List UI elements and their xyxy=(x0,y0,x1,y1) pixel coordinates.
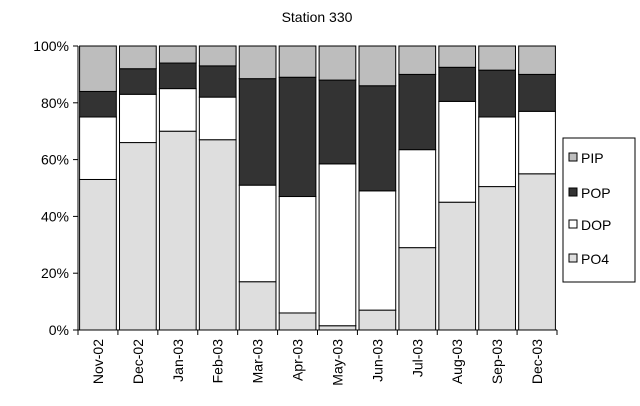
bar-pip-apr-03 xyxy=(278,45,317,78)
bar-po4-may-03 xyxy=(318,325,357,331)
bar-dop-dec-02 xyxy=(119,93,157,144)
bar-dop-dec-03 xyxy=(518,110,556,175)
y-tick-label: 0% xyxy=(49,322,69,338)
bar-pip-jun-03 xyxy=(358,45,397,87)
legend-label-po4: PO4 xyxy=(581,251,609,267)
bar-dop-nov-02 xyxy=(79,116,117,180)
bar-po4-feb-03 xyxy=(198,139,237,331)
bar-pop-apr-03 xyxy=(278,76,317,198)
bar-pip-nov-02 xyxy=(79,45,117,92)
y-tick-label: 20% xyxy=(41,265,69,281)
bar-dop-mar-03 xyxy=(238,184,277,283)
bar-pop-jun-03 xyxy=(358,85,397,192)
bar-po4-jul-03 xyxy=(398,247,437,331)
bar-dop-jun-03 xyxy=(358,190,397,311)
bar-po4-mar-03 xyxy=(238,281,277,331)
legend-swatch-dop xyxy=(568,219,578,229)
x-tick-label: Nov-02 xyxy=(90,339,106,384)
y-tick-label: 40% xyxy=(41,208,69,224)
bar-pop-jan-03 xyxy=(158,62,197,90)
x-tick-label: Jan-03 xyxy=(170,339,186,382)
legend-swatch-pip xyxy=(568,152,578,162)
legend-swatch-po4 xyxy=(568,253,578,263)
legend-label-pop: POP xyxy=(581,185,611,201)
bar-pip-dec-02 xyxy=(119,45,157,70)
bar-dop-jan-03 xyxy=(158,88,197,132)
axes-group: 0% 20% 40% 60% 80% 100% Nov-02 Dec-02 Jan-03 Feb-… xyxy=(33,38,558,386)
y-tick-label: 60% xyxy=(41,152,69,168)
bar-po4-apr-03 xyxy=(278,312,317,331)
y-tick-label: 100% xyxy=(33,38,69,54)
bar-po4-jan-03 xyxy=(158,130,197,331)
bar-dop-may-03 xyxy=(318,163,357,327)
bar-po4-aug-03 xyxy=(438,201,477,331)
bar-pip-sep-03 xyxy=(478,45,516,71)
bar-pip-mar-03 xyxy=(238,45,277,80)
bar-pip-jul-03 xyxy=(398,45,437,75)
bar-pop-mar-03 xyxy=(238,78,277,186)
x-tick-label: Dec-03 xyxy=(529,339,545,384)
bar-pip-may-03 xyxy=(318,45,357,81)
bars-group xyxy=(79,45,556,331)
legend-label-dop: DOP xyxy=(581,217,611,233)
bar-po4-dec-02 xyxy=(119,142,157,331)
bar-dop-feb-03 xyxy=(198,96,237,141)
bar-pip-aug-03 xyxy=(438,45,477,68)
bar-po4-nov-02 xyxy=(79,178,117,331)
bar-pop-dec-03 xyxy=(518,73,556,112)
bar-dop-sep-03 xyxy=(478,116,516,188)
bar-pop-dec-02 xyxy=(119,68,157,95)
bar-po4-jun-03 xyxy=(358,309,397,331)
x-tick-label: Jul-03 xyxy=(409,339,425,377)
bar-pop-sep-03 xyxy=(478,69,516,118)
legend: PIP POP DOP PO4 xyxy=(562,137,636,283)
bar-pop-aug-03 xyxy=(438,66,477,102)
legend-label-pip: PIP xyxy=(581,150,604,166)
x-tick-label: Mar-03 xyxy=(250,339,266,384)
x-tick-label: Jun-03 xyxy=(369,339,385,382)
bar-pop-nov-02 xyxy=(79,90,117,118)
chart-title: Station 330 xyxy=(282,9,353,25)
x-tick-label: Dec-02 xyxy=(130,339,146,384)
legend-swatch-pop xyxy=(568,187,578,197)
x-tick-label: Sep-03 xyxy=(489,339,505,384)
bar-dop-apr-03 xyxy=(278,196,317,314)
x-tick-label: Apr-03 xyxy=(290,339,306,381)
bar-po4-sep-03 xyxy=(478,186,516,331)
bar-pop-feb-03 xyxy=(198,65,237,98)
bar-pip-feb-03 xyxy=(198,45,237,67)
bar-pop-jul-03 xyxy=(398,73,437,151)
bar-dop-aug-03 xyxy=(438,100,477,203)
x-tick-label: Aug-03 xyxy=(449,339,465,384)
bar-pip-dec-03 xyxy=(518,45,556,75)
x-tick-label: May-03 xyxy=(329,339,345,386)
bar-dop-jul-03 xyxy=(398,149,437,249)
bar-pop-may-03 xyxy=(318,79,357,165)
y-tick-label: 80% xyxy=(41,95,69,111)
x-tick-label: Feb-03 xyxy=(210,339,226,384)
bar-pip-jan-03 xyxy=(158,45,197,64)
bar-po4-dec-03 xyxy=(518,173,556,331)
